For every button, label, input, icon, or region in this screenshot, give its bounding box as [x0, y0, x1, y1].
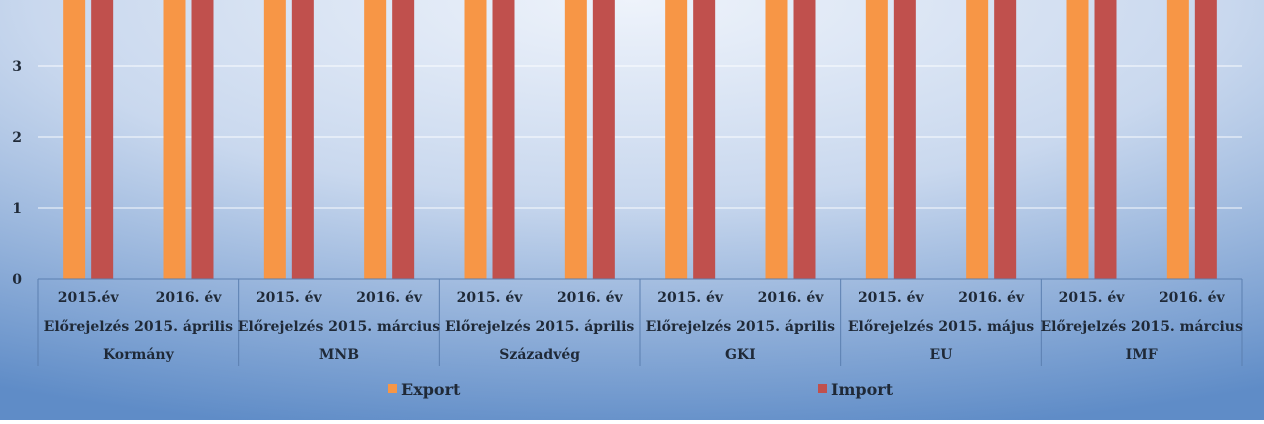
export-bar [263, 0, 286, 279]
import-bar [793, 0, 816, 279]
import-bar [191, 0, 214, 279]
forecast-label: Előrejelzés 2015. március [238, 319, 441, 335]
category-labels: 2015.év 2016. év 2015. év 2016. év 2015. év 2… [44, 290, 1243, 363]
year-label: 2015. év [657, 290, 724, 306]
export-legend-swatch [388, 384, 397, 393]
forecast-label: Előrejelzés 2015. április [445, 319, 634, 335]
source-label: IMF [1126, 347, 1158, 363]
export-bar [63, 0, 86, 279]
export-bar [1166, 0, 1189, 279]
import-bar [893, 0, 916, 279]
bars [63, 0, 1217, 279]
import-bar [392, 0, 415, 279]
import-bar [91, 0, 114, 279]
export-bar [966, 0, 989, 279]
source-label: MNB [319, 347, 359, 363]
gridlines [38, 65, 1242, 209]
y-tick-labels: 0 1 2 3 [12, 59, 22, 288]
source-label: GKI [725, 347, 756, 363]
y-tick-label: 2 [12, 130, 22, 146]
forecast-label: Előrejelzés 2015. március [1040, 319, 1243, 335]
import-legend-label: Import [831, 380, 894, 399]
y-tick-label: 1 [12, 201, 22, 217]
export-bar [665, 0, 688, 279]
year-label: 2016. év [356, 290, 423, 306]
export-bar [564, 0, 587, 279]
import-bar [693, 0, 716, 279]
year-label: 2015. év [858, 290, 925, 306]
source-label: EU [930, 347, 953, 363]
export-legend-label: Export [401, 380, 461, 399]
export-bar [364, 0, 387, 279]
import-bar [592, 0, 615, 279]
year-label: 2015. év [1059, 290, 1126, 306]
import-bar [492, 0, 515, 279]
year-label: 2016. év [958, 290, 1025, 306]
year-label: 2016. év [156, 290, 223, 306]
legend: Export Import [388, 380, 894, 399]
axes [37, 278, 1243, 366]
export-bar [765, 0, 788, 279]
forecast-label: Előrejelzés 2015. április [44, 319, 233, 335]
source-label: Századvég [499, 347, 580, 363]
export-bar [1066, 0, 1089, 279]
year-label: 2016. év [557, 290, 624, 306]
year-label: 2015. év [256, 290, 323, 306]
forecast-label: Előrejelzés 2015. május [848, 319, 1034, 335]
year-label: 2016. év [758, 290, 825, 306]
y-tick-label: 0 [12, 272, 22, 288]
import-bar [1194, 0, 1217, 279]
import-bar [291, 0, 314, 279]
import-bar [994, 0, 1017, 279]
source-label: Kormány [103, 347, 175, 363]
import-bar [1094, 0, 1117, 279]
year-label: 2015. év [457, 290, 524, 306]
export-bar [865, 0, 888, 279]
import-legend-swatch [818, 384, 827, 393]
y-tick-label: 3 [12, 59, 22, 75]
forecast-label: Előrejelzés 2015. április [646, 319, 835, 335]
export-bar [464, 0, 487, 279]
export-bar [163, 0, 186, 279]
year-label: 2015.év [58, 290, 120, 306]
year-label: 2016. év [1159, 290, 1226, 306]
